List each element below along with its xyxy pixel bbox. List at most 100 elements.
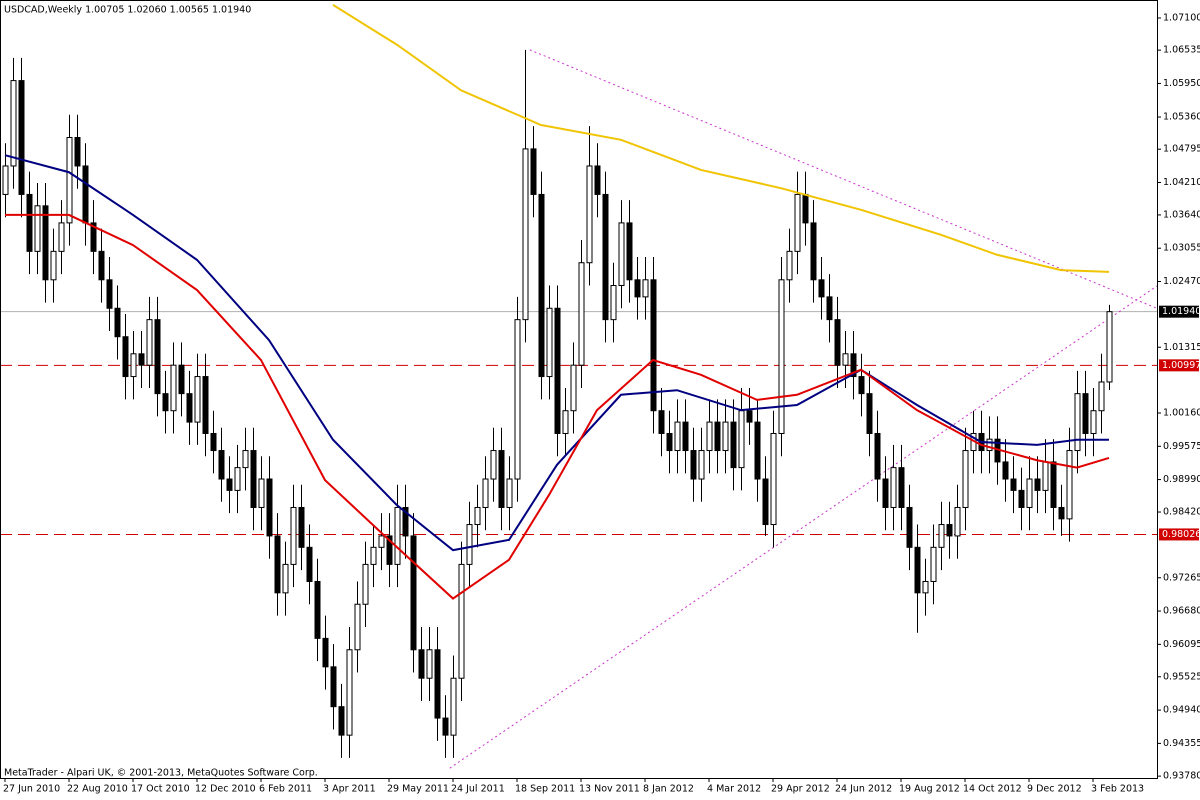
- price-tag: [1159, 359, 1199, 372]
- y-tick-label: 0.94940: [1163, 705, 1200, 716]
- candle-body: [818, 279, 825, 298]
- x-tick-label: 9 Dec 2012: [1027, 784, 1082, 795]
- candle-body: [306, 546, 313, 582]
- price-tag-label: 0.98026: [1162, 529, 1200, 540]
- candle-body: [66, 137, 73, 224]
- y-tick-label: 1.03055: [1163, 243, 1200, 254]
- y-tick-label: 1.04795: [1163, 144, 1200, 155]
- candle-body: [122, 336, 129, 378]
- candle-body: [370, 546, 377, 565]
- candle-body: [1002, 461, 1009, 480]
- candle-body: [1018, 489, 1025, 508]
- candle-body: [578, 262, 585, 366]
- candle-body: [354, 603, 361, 651]
- candle-body: [674, 421, 681, 452]
- candle-body: [394, 506, 401, 565]
- candle-body: [146, 319, 153, 366]
- candle-body: [890, 467, 897, 508]
- candle-body: [698, 450, 705, 480]
- y-tick-label: 0.95525: [1163, 671, 1200, 682]
- candle-body: [602, 193, 609, 321]
- candle-body: [282, 563, 289, 594]
- candle-body: [138, 353, 145, 366]
- candle-body: [914, 546, 921, 594]
- plot-border: [0, 0, 1158, 779]
- candle-body: [58, 222, 65, 252]
- candle-body: [490, 450, 497, 480]
- candle-body: [458, 563, 465, 679]
- candle-body: [946, 524, 953, 537]
- candle-body: [682, 421, 689, 452]
- candle-body: [714, 421, 721, 452]
- candle-body: [26, 193, 33, 252]
- candle-body: [426, 649, 433, 679]
- candle-body: [962, 450, 969, 508]
- candle-body: [226, 478, 233, 491]
- candle-body: [626, 222, 633, 281]
- candle-body: [722, 421, 729, 452]
- x-tick-label: 29 Apr 2012: [771, 784, 830, 795]
- candle-body: [450, 677, 457, 736]
- y-tick-label: 1.00160: [1163, 407, 1200, 418]
- y-tick-label: 1.07100: [1163, 12, 1200, 23]
- y-tick-label: 1.02470: [1163, 276, 1200, 287]
- candle-body: [826, 296, 833, 321]
- candle-body: [1058, 506, 1065, 520]
- candle-body: [466, 524, 473, 565]
- trend-line: [529, 49, 1157, 309]
- candle-body: [114, 307, 121, 338]
- candle-body: [570, 364, 577, 412]
- candle-body: [346, 649, 353, 736]
- candle-body: [314, 580, 321, 639]
- copyright: MetaTrader - Alpari UK, © 2001-2013, Met…: [4, 768, 318, 779]
- candle-body: [906, 506, 913, 548]
- candle-body: [930, 546, 937, 582]
- y-tick-label: 0.98420: [1163, 507, 1200, 518]
- candle-body: [98, 250, 105, 281]
- y-tick-label: 1.03640: [1163, 209, 1200, 220]
- candle-body: [634, 279, 641, 298]
- candle-body: [754, 421, 761, 480]
- candle-body: [1082, 393, 1089, 434]
- moving-average: [5, 213, 1110, 600]
- moving-average: [4, 154, 1109, 552]
- x-tick-label: 8 Jan 2012: [643, 784, 694, 795]
- candle-body: [834, 319, 841, 366]
- candle-body: [474, 506, 481, 526]
- candle-body: [18, 80, 25, 195]
- candle-body: [746, 410, 753, 423]
- x-tick-label: 27 Jun 2010: [3, 784, 60, 795]
- candle-body: [322, 637, 329, 668]
- candle-body: [658, 410, 665, 434]
- candle-body: [330, 666, 337, 708]
- candle-body: [954, 506, 961, 537]
- candle-body: [386, 535, 393, 565]
- candle-body: [218, 450, 225, 480]
- candle-body: [74, 137, 81, 167]
- candle-body: [986, 438, 993, 452]
- x-tick-label: 29 May 2011: [387, 784, 449, 795]
- candle-body: [274, 535, 281, 594]
- candle-body: [1050, 461, 1057, 508]
- candle-body: [210, 432, 217, 452]
- price-tag-label: 1.00997: [1162, 360, 1200, 371]
- candle-body: [618, 222, 625, 286]
- candle-body: [858, 376, 865, 395]
- candle-body: [378, 535, 385, 548]
- candle-body: [410, 535, 417, 651]
- candle-body: [250, 450, 257, 508]
- x-tick-label: 12 Dec 2010: [195, 784, 256, 795]
- candle-body: [530, 148, 537, 195]
- candle-body: [1098, 381, 1105, 412]
- candle-body: [1042, 461, 1049, 491]
- candle-body: [106, 279, 113, 309]
- x-tick-label: 24 Jun 2012: [835, 784, 892, 795]
- x-tick-label: 3 Apr 2011: [323, 784, 376, 795]
- candle-body: [842, 353, 849, 366]
- candle-body: [1066, 450, 1073, 520]
- candle-body: [186, 393, 193, 423]
- candle-body: [770, 432, 777, 526]
- y-tick-label: 0.94355: [1163, 738, 1200, 749]
